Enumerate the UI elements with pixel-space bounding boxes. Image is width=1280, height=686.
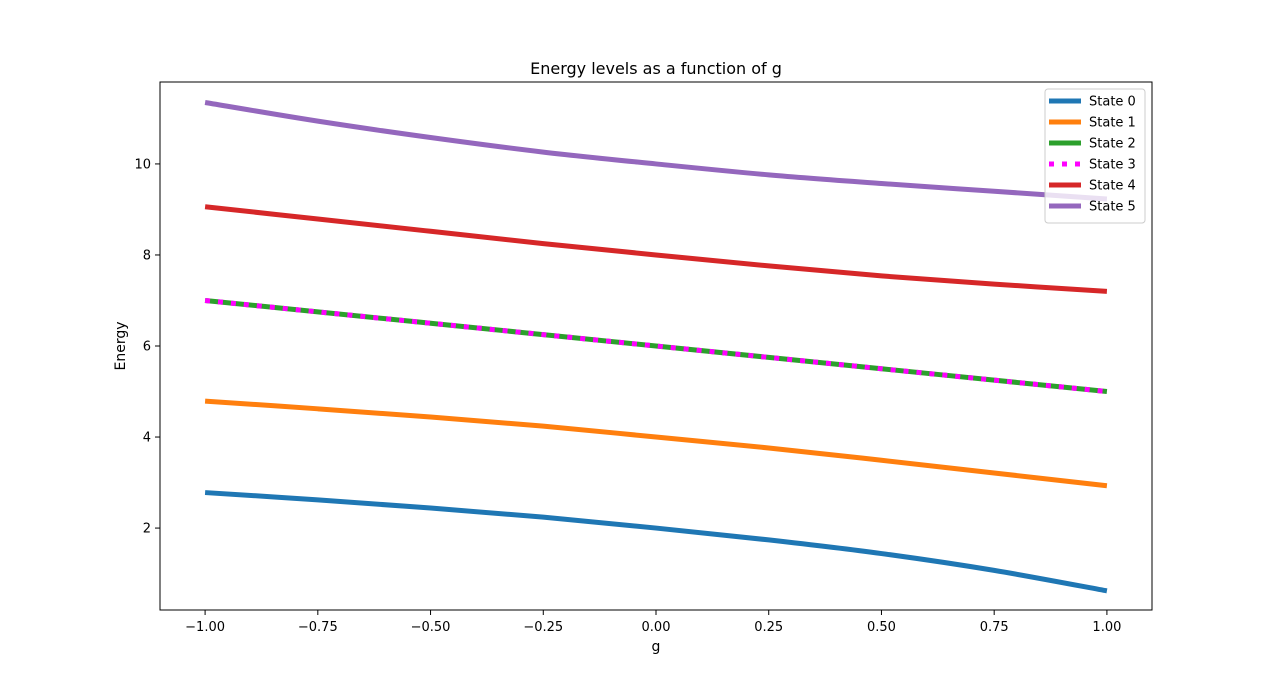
series-layer <box>204 100 1108 594</box>
legend-label-state-3: State 3 <box>1089 158 1136 173</box>
x-tick-label: −0.50 <box>411 620 451 635</box>
chart-title: Energy levels as a function of g <box>530 59 782 78</box>
x-tick-label: 1.00 <box>1092 620 1121 635</box>
series-line-state-3 <box>204 297 1108 395</box>
axes-layer: −1.00 −0.75 −0.50 −0.25 0.00 0.25 0.50 0.75 1.00… <box>134 81 1153 635</box>
y-tick-label: 8 <box>143 248 151 263</box>
x-axis-label: g <box>652 639 661 655</box>
x-tick-label: 0.75 <box>980 620 1009 635</box>
legend-label-state-2: State 2 <box>1089 137 1136 152</box>
y-tick-label: 10 <box>134 157 151 172</box>
x-tick-label: 0.25 <box>754 620 783 635</box>
x-tick-label: −0.25 <box>523 620 563 635</box>
series-line-state-0 <box>204 490 1108 594</box>
x-tick-label: −1.00 <box>185 620 225 635</box>
x-tick-label: 0.00 <box>642 620 671 635</box>
x-tick-label: −0.75 <box>298 620 338 635</box>
legend-label-state-1: State 1 <box>1089 116 1136 131</box>
legend-label-state-0: State 0 <box>1089 95 1136 110</box>
y-axis-label: Energy <box>113 321 129 370</box>
y-tick-label: 2 <box>143 522 151 537</box>
y-tick-label: 6 <box>143 340 151 355</box>
legend: State 0 State 1 State 2 State 3 State 4 State… <box>1044 88 1146 224</box>
legend-label-state-4: State 4 <box>1089 179 1136 194</box>
series-line-state-1 <box>204 398 1108 489</box>
x-tick-label: 0.50 <box>867 620 896 635</box>
series-line-state-5 <box>204 100 1108 202</box>
series-line-state-4 <box>204 204 1108 294</box>
y-tick-label: 4 <box>143 431 151 446</box>
legend-label-state-5: State 5 <box>1089 200 1136 215</box>
